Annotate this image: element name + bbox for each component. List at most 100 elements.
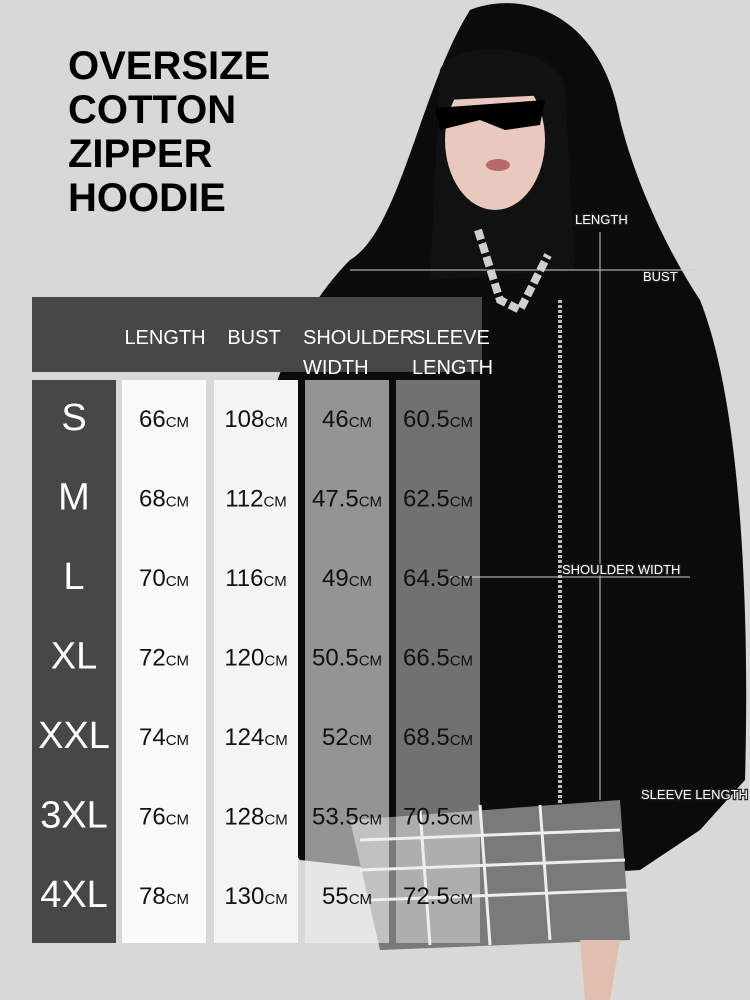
measurement-value: 66 bbox=[139, 406, 166, 433]
measurement: 120CM bbox=[224, 645, 287, 672]
measurement: 47.5CM bbox=[312, 486, 382, 513]
measurement: 124CM bbox=[224, 724, 287, 751]
measurement-value: 64.5 bbox=[403, 565, 450, 592]
column-header: SLEEVE bbox=[412, 327, 490, 349]
measurement: 49CM bbox=[322, 565, 372, 592]
measurement-unit: CM bbox=[166, 732, 189, 749]
measurement-value: 120 bbox=[224, 645, 264, 672]
measurement: 74CM bbox=[139, 724, 189, 751]
measurement-unit: CM bbox=[450, 812, 473, 829]
measurement-value: 55 bbox=[322, 883, 349, 910]
column-header: BUST bbox=[227, 327, 280, 349]
size-column bbox=[32, 380, 116, 943]
measurement-unit: CM bbox=[450, 494, 473, 511]
lips bbox=[486, 159, 510, 171]
measurement: 70.5CM bbox=[403, 804, 473, 831]
measurement: 130CM bbox=[224, 883, 287, 910]
shoulder-column bbox=[305, 380, 389, 943]
size-label: XXL bbox=[38, 715, 110, 757]
title-line: HOODIE bbox=[68, 176, 226, 220]
measurement: 62.5CM bbox=[403, 486, 473, 513]
measurement: 128CM bbox=[224, 804, 287, 831]
size-label: M bbox=[58, 477, 90, 519]
measurement: 108CM bbox=[224, 406, 287, 433]
title-line: OVERSIZE bbox=[68, 44, 270, 88]
measurement: 46CM bbox=[322, 406, 372, 433]
measurement: 116CM bbox=[225, 565, 287, 592]
header-bar bbox=[32, 297, 482, 372]
measurement-unit: CM bbox=[166, 891, 189, 908]
measurement-value: 72.5 bbox=[403, 883, 450, 910]
column-header: WIDTH bbox=[303, 357, 369, 379]
bangs bbox=[445, 58, 550, 100]
measurement-unit: CM bbox=[166, 812, 189, 829]
column-header: SHOULDER bbox=[303, 327, 414, 349]
measurement-value: 112 bbox=[225, 486, 263, 513]
measurement-unit: CM bbox=[349, 573, 372, 590]
column-header: LENGTH bbox=[124, 327, 205, 349]
measurement: 72CM bbox=[139, 645, 189, 672]
measurement-value: 49 bbox=[322, 565, 349, 592]
measurement-unit: CM bbox=[166, 653, 189, 670]
measurement-unit: CM bbox=[264, 653, 287, 670]
measurement-value: 72 bbox=[139, 645, 166, 672]
measurement: 112CM bbox=[225, 486, 287, 513]
measurement: 68CM bbox=[139, 486, 189, 513]
measurement-unit: CM bbox=[166, 494, 189, 511]
measurement-unit: CM bbox=[450, 732, 473, 749]
measurement-value: 60.5 bbox=[403, 406, 450, 433]
column-header: LENGTH bbox=[412, 357, 493, 379]
sleeve-length-label: SLEEVE LENGTH bbox=[641, 787, 748, 802]
measurement-value: 47.5 bbox=[312, 486, 359, 513]
measurement-value: 68 bbox=[139, 486, 166, 513]
plaid-lines bbox=[359, 804, 629, 946]
shoulder-width-label: SHOULDER WIDTH bbox=[562, 562, 680, 577]
sleeve-column bbox=[396, 380, 480, 943]
measurement-unit: CM bbox=[263, 573, 286, 590]
measurement-value: 70.5 bbox=[403, 804, 450, 831]
measurement-unit: CM bbox=[264, 891, 287, 908]
measurement-unit: CM bbox=[166, 414, 189, 431]
size-label: L bbox=[63, 556, 84, 598]
sunglasses bbox=[435, 100, 545, 130]
measurement-unit: CM bbox=[450, 891, 473, 908]
measurement-unit: CM bbox=[349, 891, 372, 908]
measurement-value: 108 bbox=[224, 406, 264, 433]
size-label: XL bbox=[51, 636, 97, 678]
title-line: ZIPPER bbox=[68, 132, 213, 176]
size-label: S bbox=[61, 397, 86, 439]
measurement: 50.5CM bbox=[312, 645, 382, 672]
measurement-value: 46 bbox=[322, 406, 349, 433]
measurement-unit: CM bbox=[264, 812, 287, 829]
measurement: 68.5CM bbox=[403, 724, 473, 751]
measurement-value: 62.5 bbox=[403, 486, 450, 513]
bust-column bbox=[214, 380, 298, 943]
measurement-unit: CM bbox=[359, 653, 382, 670]
measurement-unit: CM bbox=[349, 414, 372, 431]
measurement-value: 116 bbox=[225, 565, 263, 592]
measurement-unit: CM bbox=[349, 732, 372, 749]
title-line: COTTON bbox=[68, 88, 236, 132]
measurement-unit: CM bbox=[450, 573, 473, 590]
measurement-unit: CM bbox=[264, 732, 287, 749]
size-label: 4XL bbox=[40, 874, 108, 916]
bust-label: BUST bbox=[643, 269, 678, 284]
measurement-value: 68.5 bbox=[403, 724, 450, 751]
measurement-unit: CM bbox=[359, 812, 382, 829]
measurement-unit: CM bbox=[359, 494, 382, 511]
measurement-value: 50.5 bbox=[312, 645, 359, 672]
leg bbox=[580, 940, 620, 1000]
measurement-value: 52 bbox=[322, 724, 349, 751]
measurement-value: 78 bbox=[139, 883, 166, 910]
measurement: 55CM bbox=[322, 883, 372, 910]
measurement: 72.5CM bbox=[403, 883, 473, 910]
measure-lines bbox=[350, 232, 700, 800]
measurement: 70CM bbox=[139, 565, 189, 592]
measurement-value: 130 bbox=[224, 883, 264, 910]
measurement: 53.5CM bbox=[312, 804, 382, 831]
measurement-unit: CM bbox=[450, 653, 473, 670]
measurement-value: 76 bbox=[139, 804, 166, 831]
measurement-value: 128 bbox=[224, 804, 264, 831]
measurement: 52CM bbox=[322, 724, 372, 751]
